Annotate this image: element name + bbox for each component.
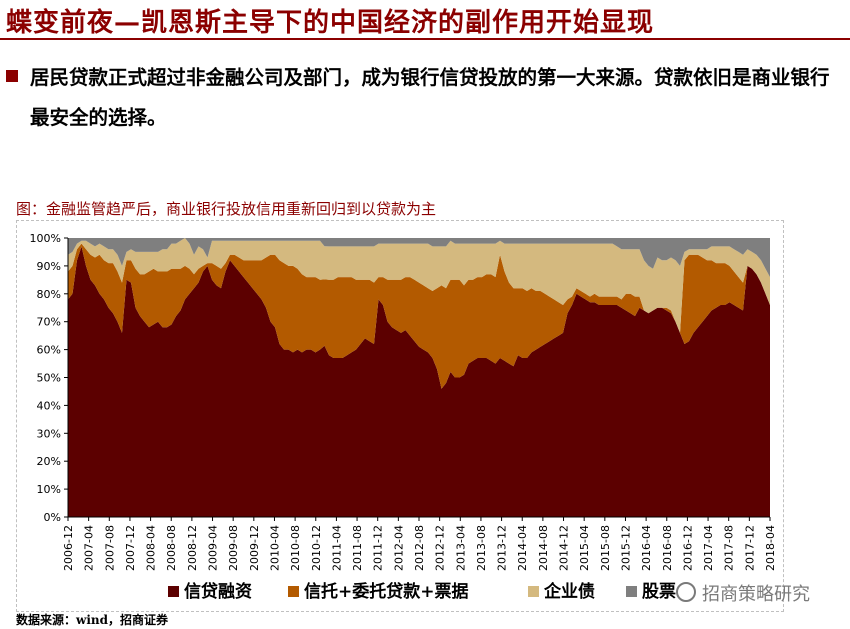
x-tick-label: 2012-08 <box>413 525 426 571</box>
series-area-trust <box>68 243 770 389</box>
y-tick-label: 50% <box>37 372 61 385</box>
x-tick-label: 2017-12 <box>743 525 756 571</box>
y-tick-label: 20% <box>37 455 61 468</box>
x-tick-label: 2014-12 <box>558 525 571 571</box>
x-tick-label: 2015-12 <box>619 525 632 571</box>
x-tick-label: 2013-12 <box>496 525 509 571</box>
data-source: 数据来源：wind，招商证券 <box>16 613 169 627</box>
x-tick-label: 2010-04 <box>268 525 281 571</box>
y-tick-label: 70% <box>37 316 61 329</box>
y-tick-label: 80% <box>37 288 61 301</box>
x-tick-label: 2015-08 <box>599 525 612 571</box>
legend-label-equity: 股票 <box>642 582 676 602</box>
x-tick-label: 2014-08 <box>537 525 550 571</box>
bullet-text: 居民贷款正式超过非金融公司及部门，成为银行信贷投放的第一大来源。贷款依旧是商业银… <box>30 66 830 129</box>
series-area-loans <box>68 246 770 517</box>
legend-label-trust: 信托+委托贷款+票据 <box>304 581 469 602</box>
x-tick-label: 2011-04 <box>330 525 343 571</box>
stacked-area-chart: 0% 10% 20% 30% 40% 50% 60% 70% 80% 90% 100% 2006-12… <box>30 232 777 602</box>
x-tick-label: 2013-08 <box>475 525 488 571</box>
legend-swatch-loans <box>168 586 179 597</box>
x-tick-label: 2016-08 <box>661 525 674 571</box>
y-tick-label: 30% <box>37 427 61 440</box>
legend-swatch-trust <box>288 586 299 597</box>
y-tick-label: 90% <box>37 260 61 273</box>
x-tick-label: 2016-12 <box>681 525 694 571</box>
chart-frame <box>16 220 784 612</box>
x-tick-label: 2007-04 <box>83 525 96 571</box>
legend-label-bonds: 企业债 <box>543 581 595 602</box>
page-title: 蝶变前夜—凯恩斯主导下的中国经济的副作用开始显现 <box>6 8 655 38</box>
y-tick-label: 60% <box>37 344 61 357</box>
y-tick-label: 40% <box>37 399 61 412</box>
x-tick-label: 2009-04 <box>207 525 220 571</box>
series-area-bonds <box>68 238 770 333</box>
x-tick-label: 2008-04 <box>145 525 158 571</box>
y-tick-label: 100% <box>30 232 61 245</box>
x-tick-label: 2017-04 <box>702 525 715 571</box>
legend-swatch-equity <box>626 586 637 597</box>
watermark: 招商策略研究 <box>676 580 810 606</box>
x-tick-label: 2009-08 <box>227 525 240 571</box>
x-tick-label: 2008-12 <box>186 525 199 571</box>
x-tick-label: 2011-08 <box>351 525 364 571</box>
title-divider <box>0 38 850 40</box>
x-tick-label: 2012-04 <box>392 525 405 571</box>
legend-label-loans: 信贷融资 <box>184 581 252 602</box>
legend-swatch-bonds <box>528 586 539 597</box>
x-tick-label: 2006-12 <box>62 525 75 571</box>
bullet-marker <box>6 70 18 82</box>
chart-caption: 图：金融监管趋严后，商业银行投放信用重新回归到以贷款为主 <box>16 200 437 218</box>
x-tick-label: 2007-12 <box>124 525 137 571</box>
x-tick-label: 2014-04 <box>516 525 529 571</box>
x-tick-label: 2016-04 <box>640 525 653 571</box>
x-tick-label: 2012-12 <box>434 525 447 571</box>
series-area-equity <box>68 238 770 278</box>
x-tick-label: 2008-08 <box>165 525 178 571</box>
x-tick-label: 2010-08 <box>289 525 302 571</box>
x-tick-label: 2009-12 <box>248 525 261 571</box>
x-tick-label: 2007-08 <box>103 525 116 571</box>
watermark-text: 招商策略研究 <box>702 584 810 605</box>
x-tick-label: 2018-04 <box>764 525 777 571</box>
wechat-icon <box>676 582 696 602</box>
y-tick-label: 0% <box>44 511 61 524</box>
x-tick-label: 2010-12 <box>310 525 323 571</box>
x-tick-label: 2011-12 <box>372 525 385 571</box>
x-tick-label: 2017-08 <box>723 525 736 571</box>
x-tick-label: 2013-04 <box>454 525 467 571</box>
x-tick-label: 2015-04 <box>578 525 591 571</box>
y-tick-label: 10% <box>37 483 61 496</box>
